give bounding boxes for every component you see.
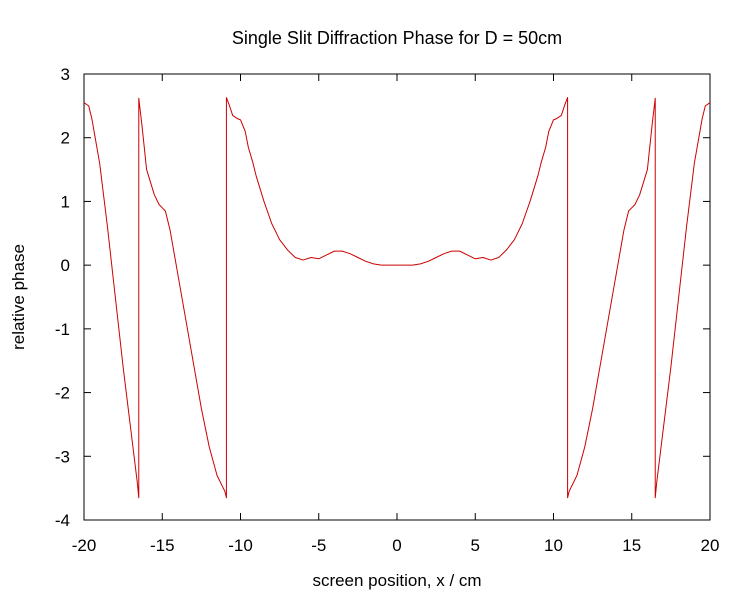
y-axis-ticks: -4 -3 -2 -1 0 1 2 3 [55, 65, 710, 530]
series-layer [83, 97, 711, 499]
x-tick-label: 0 [392, 536, 401, 555]
y-axis-label: relative phase [9, 244, 28, 350]
x-tick-label: 5 [471, 536, 480, 555]
y-tick-label: 0 [61, 256, 70, 275]
plot-frame [83, 73, 711, 521]
y-tick-label: -2 [55, 384, 70, 403]
x-tick-label: -20 [72, 536, 97, 555]
y-tick-label: 2 [61, 129, 70, 148]
y-tick-label: -3 [55, 447, 70, 466]
x-tick-label: -15 [150, 536, 175, 555]
y-tick-label: -1 [55, 320, 70, 339]
y-tick-label: 3 [61, 65, 70, 84]
x-tick-label: -10 [228, 536, 253, 555]
y-tick-label: 1 [61, 192, 70, 211]
x-tick-label: 10 [544, 536, 563, 555]
x-axis-label: screen position, x / cm [312, 571, 481, 590]
y-tick-label: -4 [55, 511, 70, 530]
x-tick-label: -5 [311, 536, 326, 555]
chart-title: Single Slit Diffraction Phase for D = 50… [232, 28, 562, 48]
x-axis-ticks: -20 -15 -10 -5 0 5 10 15 20 [72, 74, 720, 555]
x-tick-label: 15 [622, 536, 641, 555]
series-line-phase [83, 97, 711, 499]
x-tick-label: 20 [701, 536, 720, 555]
